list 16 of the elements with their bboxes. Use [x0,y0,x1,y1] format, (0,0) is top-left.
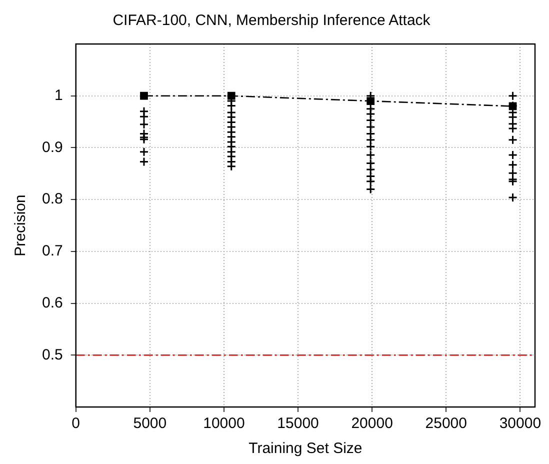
x-tick-label: 15000 [277,415,319,432]
x-tick-label: 10000 [203,415,245,432]
y-tick-label: 0.5 [42,346,63,364]
x-tick-label: 25000 [425,415,467,432]
chart-title: CIFAR-100, CNN, Membership Inference Attack [112,12,431,30]
x-tick-label: 0 [72,415,80,432]
y-tick-label: 1 [54,87,63,104]
x-tick-label: 30000 [499,415,542,432]
y-tick-label: 0.9 [42,138,63,156]
y-tick-label: 0.6 [42,294,63,312]
y-axis-title: Precision [12,194,30,256]
y-tick-label: 0.7 [42,242,63,260]
x-tick-label: 5000 [133,415,167,432]
x-axis-title: Training Set Size [248,440,362,458]
y-tick-label: 0.8 [42,190,63,208]
x-tick-label: 20000 [351,415,393,432]
